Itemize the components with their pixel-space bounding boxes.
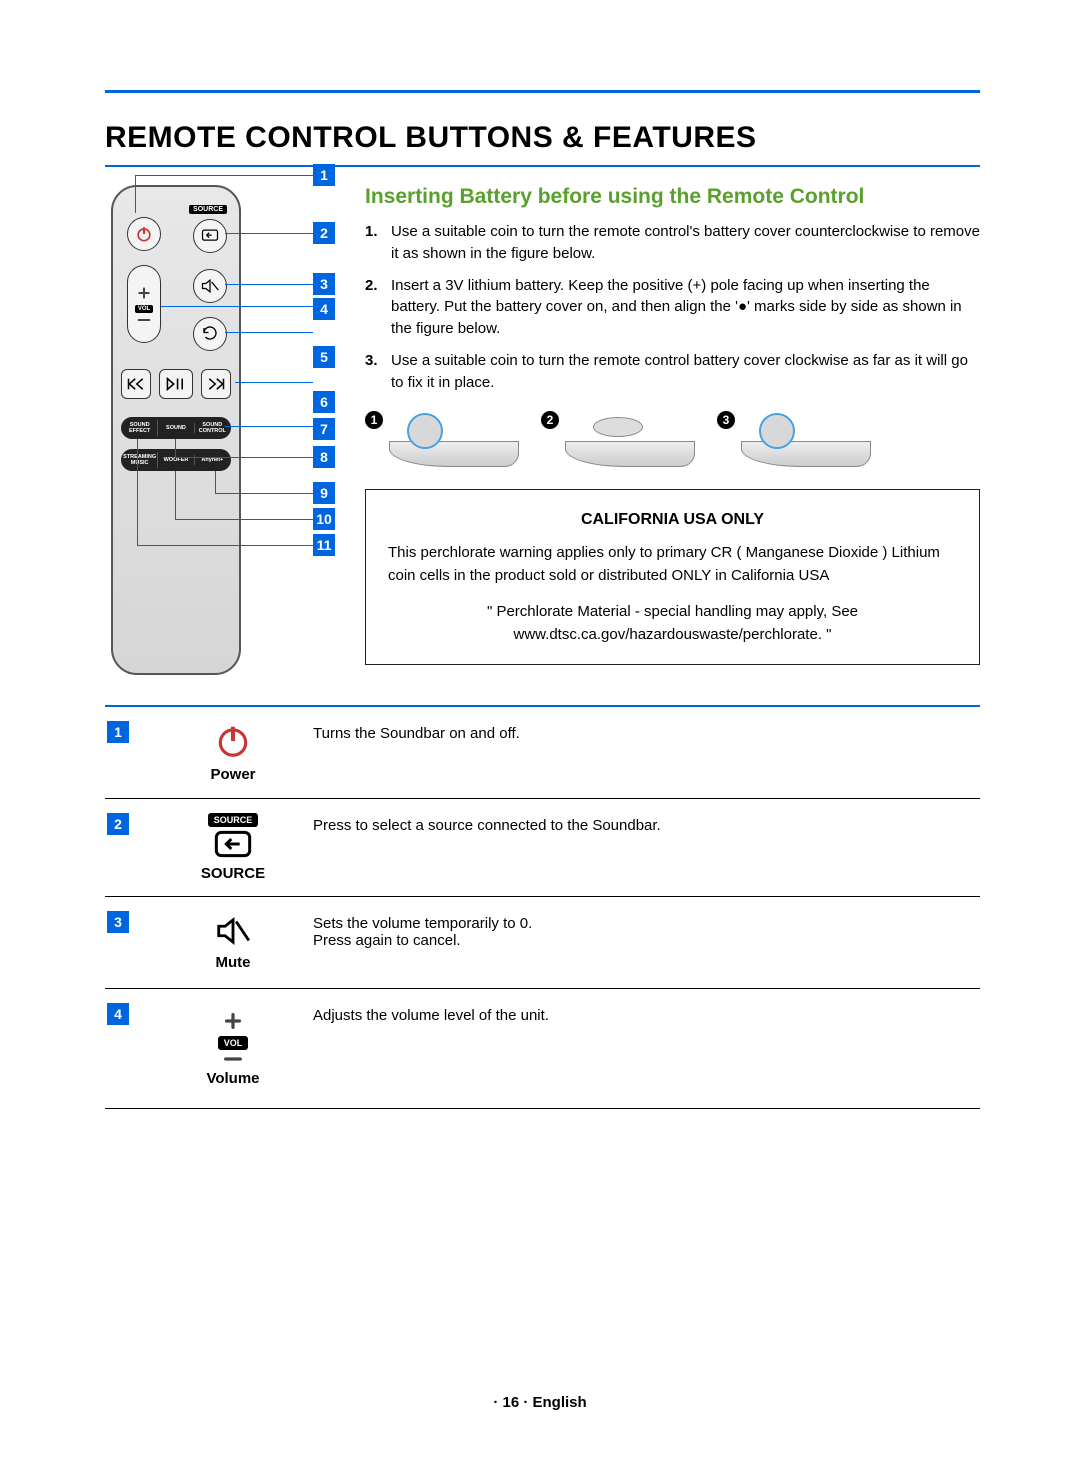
battery-fig: 3 [717,411,871,467]
page-title: REMOTE CONTROL BUTTONS & FEATURES [105,121,980,167]
anynet-label: Anynet+ [195,455,230,465]
callout-8: 8 [313,446,335,468]
top-rule [105,90,980,93]
callout-7: 7 [313,418,335,440]
streaming-label: STREAMING MUSIC [122,452,158,468]
prev-icon [121,369,151,399]
step-text: Insert a 3V lithium battery. Keep the po… [391,275,980,340]
callout-10: 10 [313,508,335,530]
callout-4: 4 [313,298,335,320]
page-footer: · 16 · English [0,1394,1080,1411]
callout-11: 11 [313,534,335,556]
power-icon [214,722,252,760]
step-num: 2. [365,275,391,340]
step-num: 1. [365,221,391,265]
surround-label: SOUND [158,423,194,433]
mute-icon [193,269,227,303]
upper-section: SOURCE VOL [105,185,980,675]
row-label: Power [210,766,255,783]
row-label: SOURCE [201,865,265,882]
woofer-label: WOOFER [158,455,194,465]
row-desc: Press to select a source connected to th… [313,813,974,882]
volume-rocker-icon: VOL [127,265,161,343]
table-row: 2 SOURCE SOURCE Press to select a source… [105,799,980,897]
row-num: 4 [107,1003,129,1025]
source-icon: SOURCE [208,813,259,859]
source-icon [193,219,227,253]
row-desc: Adjusts the volume level of the unit. [313,1003,974,1094]
california-notice: CALIFORNIA USA ONLY This perchlorate war… [365,489,980,665]
row-num: 3 [107,911,129,933]
fig-image-1 [389,411,519,467]
source-label-icon: SOURCE [189,205,227,214]
fig-image-2 [565,411,695,467]
row-num: 2 [107,813,129,835]
callout-3: 3 [313,273,335,295]
battery-figures: 1 2 3 [365,411,980,467]
stream-pill: STREAMING MUSIC WOOFER Anynet+ [121,449,231,471]
callout-6: 6 [313,391,335,413]
step-text: Use a suitable coin to turn the remote c… [391,221,980,265]
sound-effect-label: SOUND EFFECT [122,420,158,436]
mute-icon [214,914,252,948]
step-num: 3. [365,350,391,394]
power-icon [127,217,161,251]
california-body: This perchlorate warning applies only to… [388,542,957,587]
sound-control-label: SOUND CONTROL [195,420,230,436]
step-text: Use a suitable coin to turn the remote c… [391,350,980,394]
subheading: Inserting Battery before using the Remot… [365,185,980,209]
table-row: 3 Mute Sets the volume temporarily to 0.… [105,897,980,989]
fig-index: 3 [717,411,735,429]
battery-fig: 1 [365,411,519,467]
volume-icon: VOL [218,1010,249,1064]
callout-9: 9 [313,482,335,504]
vol-label: VOL [135,305,153,313]
battery-fig: 2 [541,411,695,467]
row-num: 1 [107,721,129,743]
step-item: 3.Use a suitable coin to turn the remote… [365,350,980,394]
fig-index: 1 [365,411,383,429]
fig-image-3 [741,411,871,467]
callout-5: 5 [313,346,335,368]
remote-illustration: SOURCE VOL [111,185,241,675]
next-icon [201,369,231,399]
playpause-icon [159,369,193,399]
california-title: CALIFORNIA USA ONLY [388,508,957,532]
callout-1: 1 [313,164,335,186]
row-desc: Sets the volume temporarily to 0. Press … [313,911,974,974]
repeat-icon [193,317,227,351]
step-item: 1.Use a suitable coin to turn the remote… [365,221,980,265]
fig-index: 2 [541,411,559,429]
california-quote: " Perchlorate Material - special handlin… [388,601,957,646]
steps-list: 1.Use a suitable coin to turn the remote… [365,221,980,393]
callout-2: 2 [313,222,335,244]
row-label: Volume [206,1070,259,1087]
row-label: Mute [216,954,251,971]
row-desc: Turns the Soundbar on and off. [313,721,974,784]
button-table: 1 Power Turns the Soundbar on and off. 2… [105,705,980,1109]
table-row: 4 VOL Volume Adjusts the volume level of… [105,989,980,1109]
text-column: Inserting Battery before using the Remot… [365,185,980,675]
table-row: 1 Power Turns the Soundbar on and off. [105,707,980,799]
step-item: 2.Insert a 3V lithium battery. Keep the … [365,275,980,340]
sound-pill: SOUND EFFECT SOUND SOUND CONTROL [121,417,231,439]
remote-column: SOURCE VOL [105,185,335,675]
